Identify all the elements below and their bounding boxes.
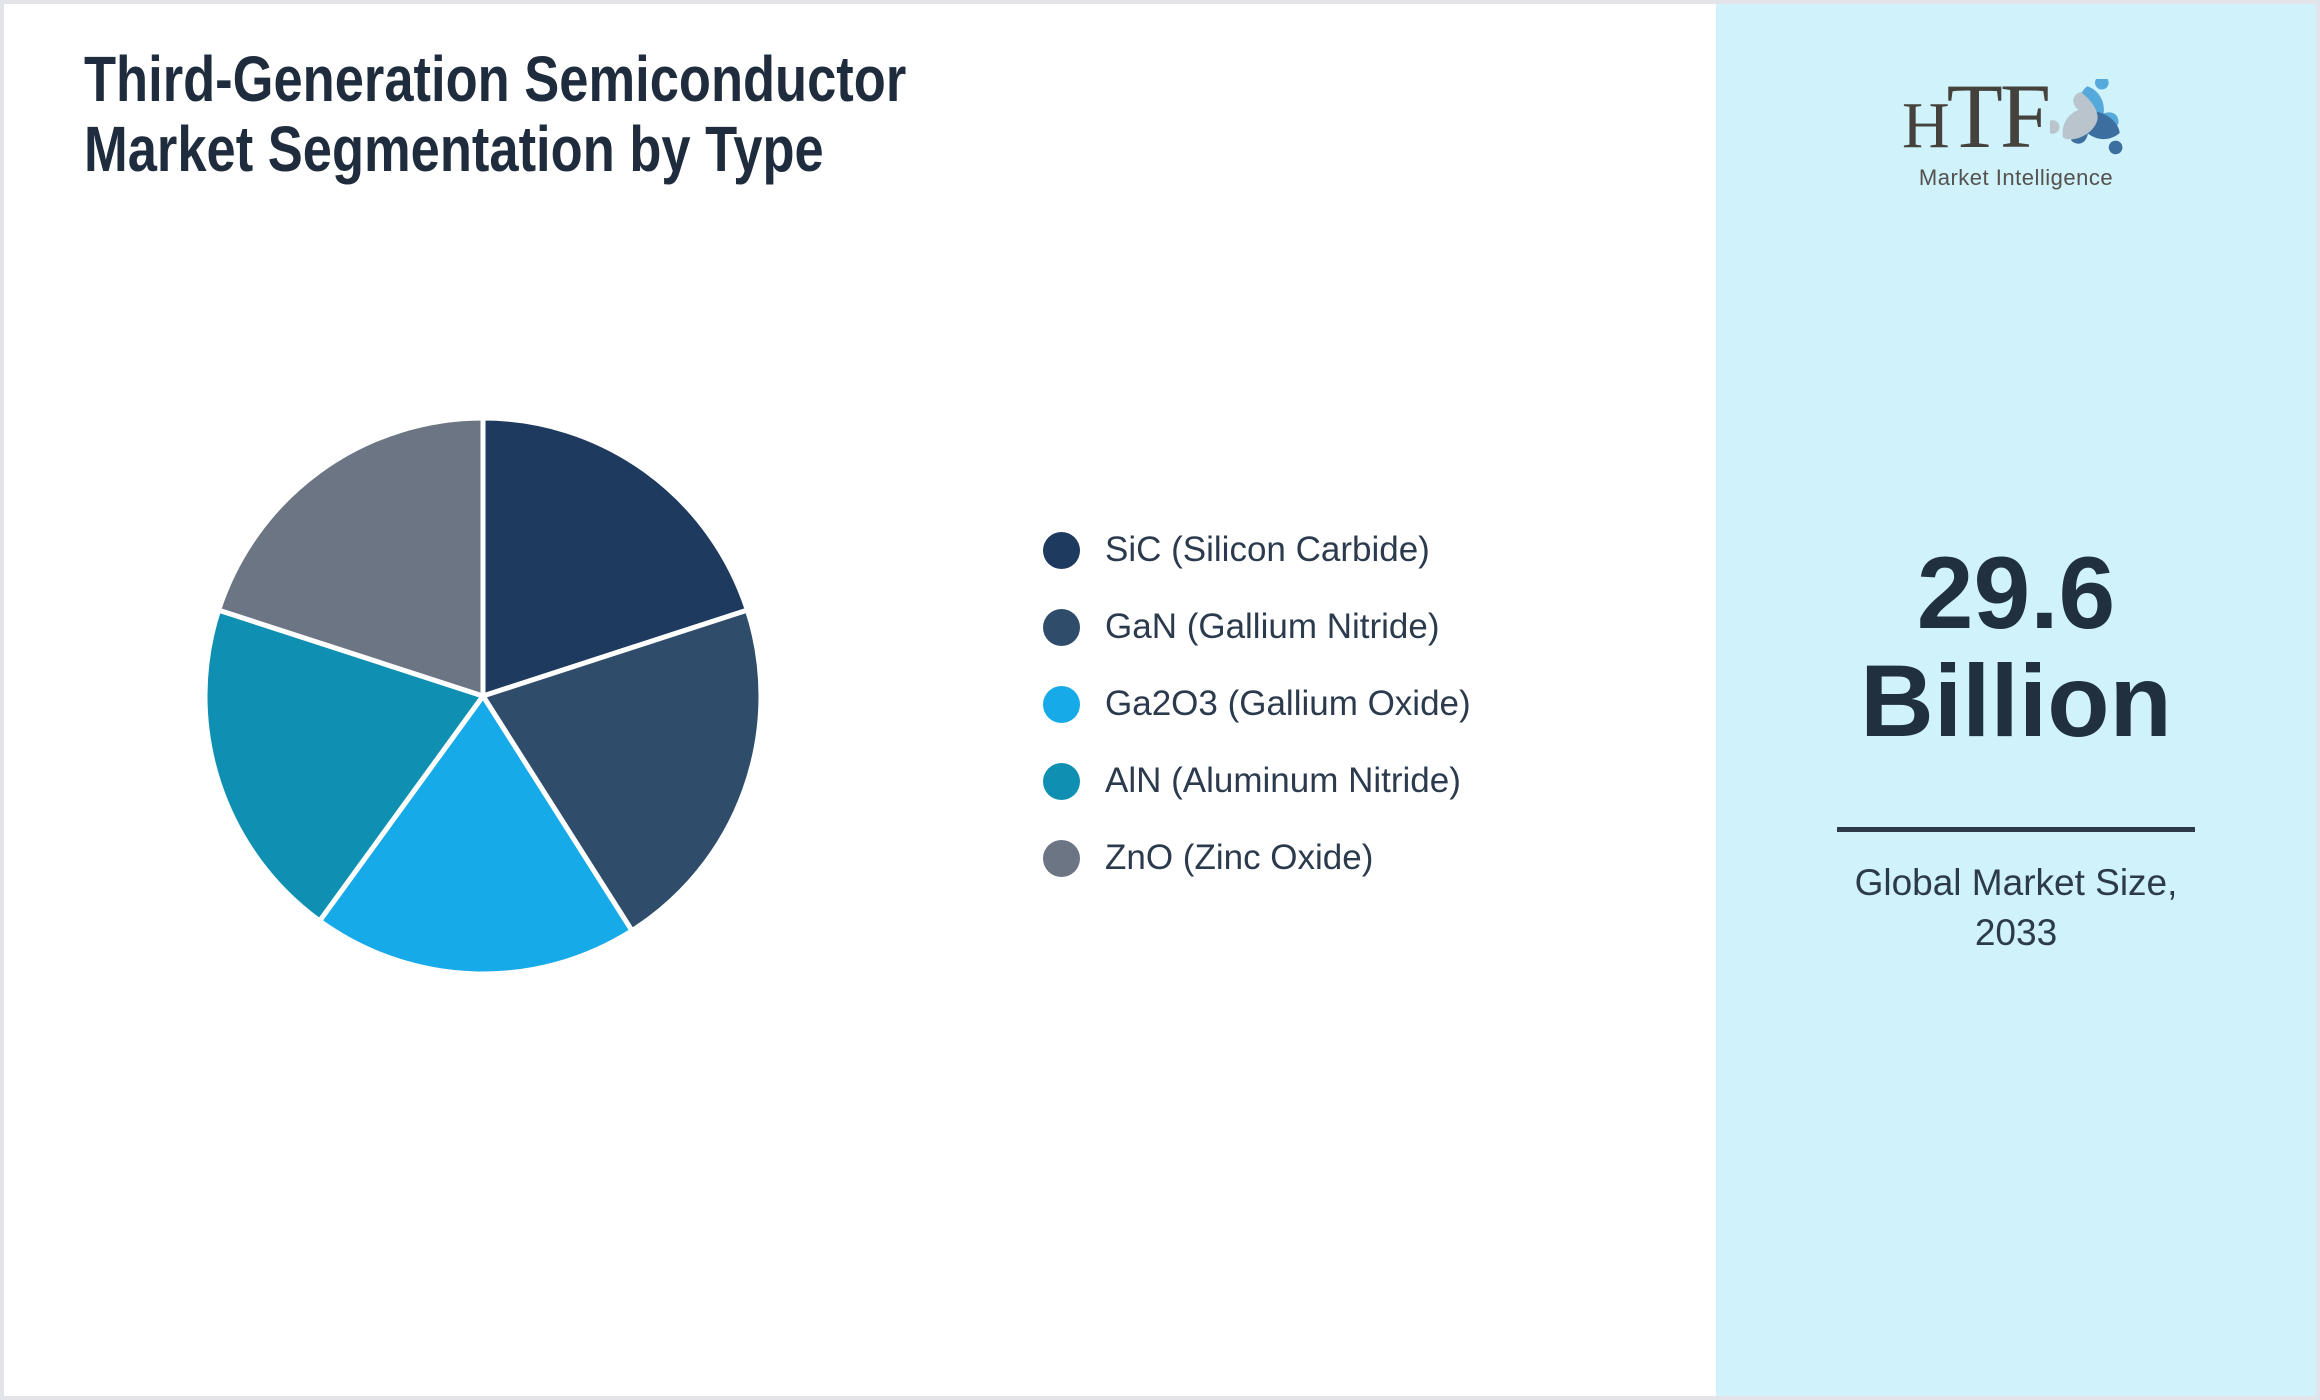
pie-slice-2 xyxy=(480,607,764,934)
legend-item-5: ZnO (Zinc Oxide) xyxy=(1043,838,1471,877)
pie-slice-3 xyxy=(317,693,635,977)
brand-tagline: Market Intelligence xyxy=(1918,164,2114,190)
main-panel: Third-Generation Semiconductor Market Se… xyxy=(4,4,1716,1396)
pie-slice-5 xyxy=(216,415,486,699)
legend-label: Ga2O3 (Gallium Oxide) xyxy=(1105,684,1471,723)
legend-swatch-icon xyxy=(1043,762,1080,800)
legend-item-2: GaN (Gallium Nitride) xyxy=(1043,607,1471,646)
market-size-value: 29.6 Billion xyxy=(1716,539,2316,755)
pie-slice-4 xyxy=(202,607,486,924)
legend-label: AlN (Aluminum Nitride) xyxy=(1105,761,1461,800)
legend-item-3: Ga2O3 (Gallium Oxide) xyxy=(1043,684,1471,723)
pie-chart-svg xyxy=(202,415,764,977)
legend-swatch-icon xyxy=(1043,608,1080,646)
swirl-figure-gray xyxy=(2050,91,2098,139)
legend-swatch-icon xyxy=(1043,685,1080,723)
legend-item-1: SiC (Silicon Carbide) xyxy=(1043,530,1471,569)
legend-label: SiC (Silicon Carbide) xyxy=(1105,530,1430,569)
legend-swatch-icon xyxy=(1043,531,1080,569)
market-size-unit: Billion xyxy=(1860,644,2172,758)
htf-swirl-logo-icon xyxy=(2050,78,2123,154)
market-size-caption-line-2: 2033 xyxy=(1974,912,2058,953)
pie-slice-1 xyxy=(480,415,750,699)
legend-label: ZnO (Zinc Oxide) xyxy=(1105,838,1374,877)
stat-divider xyxy=(1837,827,2195,832)
sidebar: HTF Market Intelligence xyxy=(1716,4,2316,1396)
market-size-caption-line-1: Global Market Size, xyxy=(1854,862,2178,903)
page-title: Third-Generation Semiconductor Market Se… xyxy=(84,44,1087,184)
market-size-number: 29.6 xyxy=(1916,536,2116,650)
legend-item-4: AlN (Aluminum Nitride) xyxy=(1043,761,1471,800)
legend-label: GaN (Gallium Nitride) xyxy=(1105,607,1440,646)
pie-chart xyxy=(183,396,783,996)
market-size-caption: Global Market Size, 2033 xyxy=(1716,858,2316,958)
brand-name: HTF xyxy=(1901,65,2051,167)
chart-legend: SiC (Silicon Carbide) GaN (Gallium Nitrid… xyxy=(1043,530,1471,916)
legend-swatch-icon xyxy=(1043,839,1080,877)
page-title-line-2: Market Segmentation by Type xyxy=(84,113,824,185)
brand-logo: HTF Market Intelligence xyxy=(1716,65,2316,191)
brand-logo-row: HTF xyxy=(1716,65,2316,167)
page-title-line-1: Third-Generation Semiconductor xyxy=(84,43,907,115)
